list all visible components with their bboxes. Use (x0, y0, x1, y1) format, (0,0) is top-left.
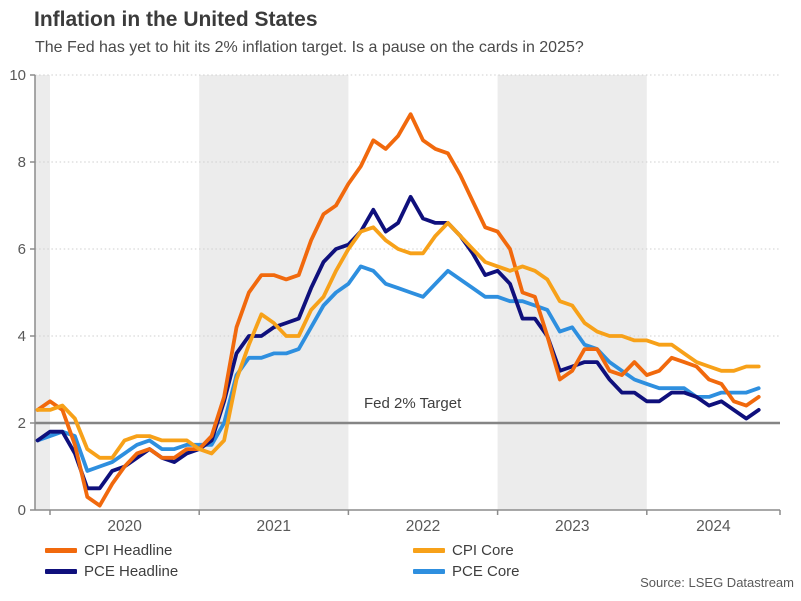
legend-item-cpi-headline: CPI Headline (45, 542, 413, 559)
svg-text:2020: 2020 (107, 518, 142, 535)
fed-target-annotation: Fed 2% Target (364, 395, 462, 412)
source-credit: Source: LSEG Datastream (640, 575, 794, 590)
pce-core-swatch-icon (413, 569, 445, 574)
svg-text:10: 10 (9, 67, 26, 84)
cpi-core-swatch-icon (413, 548, 445, 553)
legend-label: PCE Headline (84, 563, 179, 580)
legend-label: PCE Core (452, 563, 520, 580)
svg-text:2023: 2023 (555, 518, 589, 535)
legend-label: CPI Headline (84, 542, 173, 559)
page-subtitle: The Fed has yet to hit its 2% inflation … (35, 39, 584, 56)
chart-legend: CPI Headline CPI Core PCE Headline PCE C… (45, 542, 520, 580)
svg-text:2: 2 (18, 415, 26, 432)
legend-item-cpi-core: CPI Core (413, 542, 520, 559)
page-title: Inflation in the United States (34, 8, 318, 31)
svg-text:2024: 2024 (696, 518, 731, 535)
legend-item-pce-headline: PCE Headline (45, 563, 413, 580)
legend-label: CPI Core (452, 542, 514, 559)
svg-text:2021: 2021 (257, 518, 291, 535)
svg-text:6: 6 (18, 241, 26, 258)
pce-headline-swatch-icon (45, 569, 77, 574)
svg-text:0: 0 (18, 502, 26, 519)
svg-text:4: 4 (18, 328, 26, 345)
cpi-headline-swatch-icon (45, 548, 77, 553)
svg-text:2022: 2022 (406, 518, 440, 535)
svg-text:8: 8 (18, 154, 26, 171)
legend-item-pce-core: PCE Core (413, 563, 520, 580)
